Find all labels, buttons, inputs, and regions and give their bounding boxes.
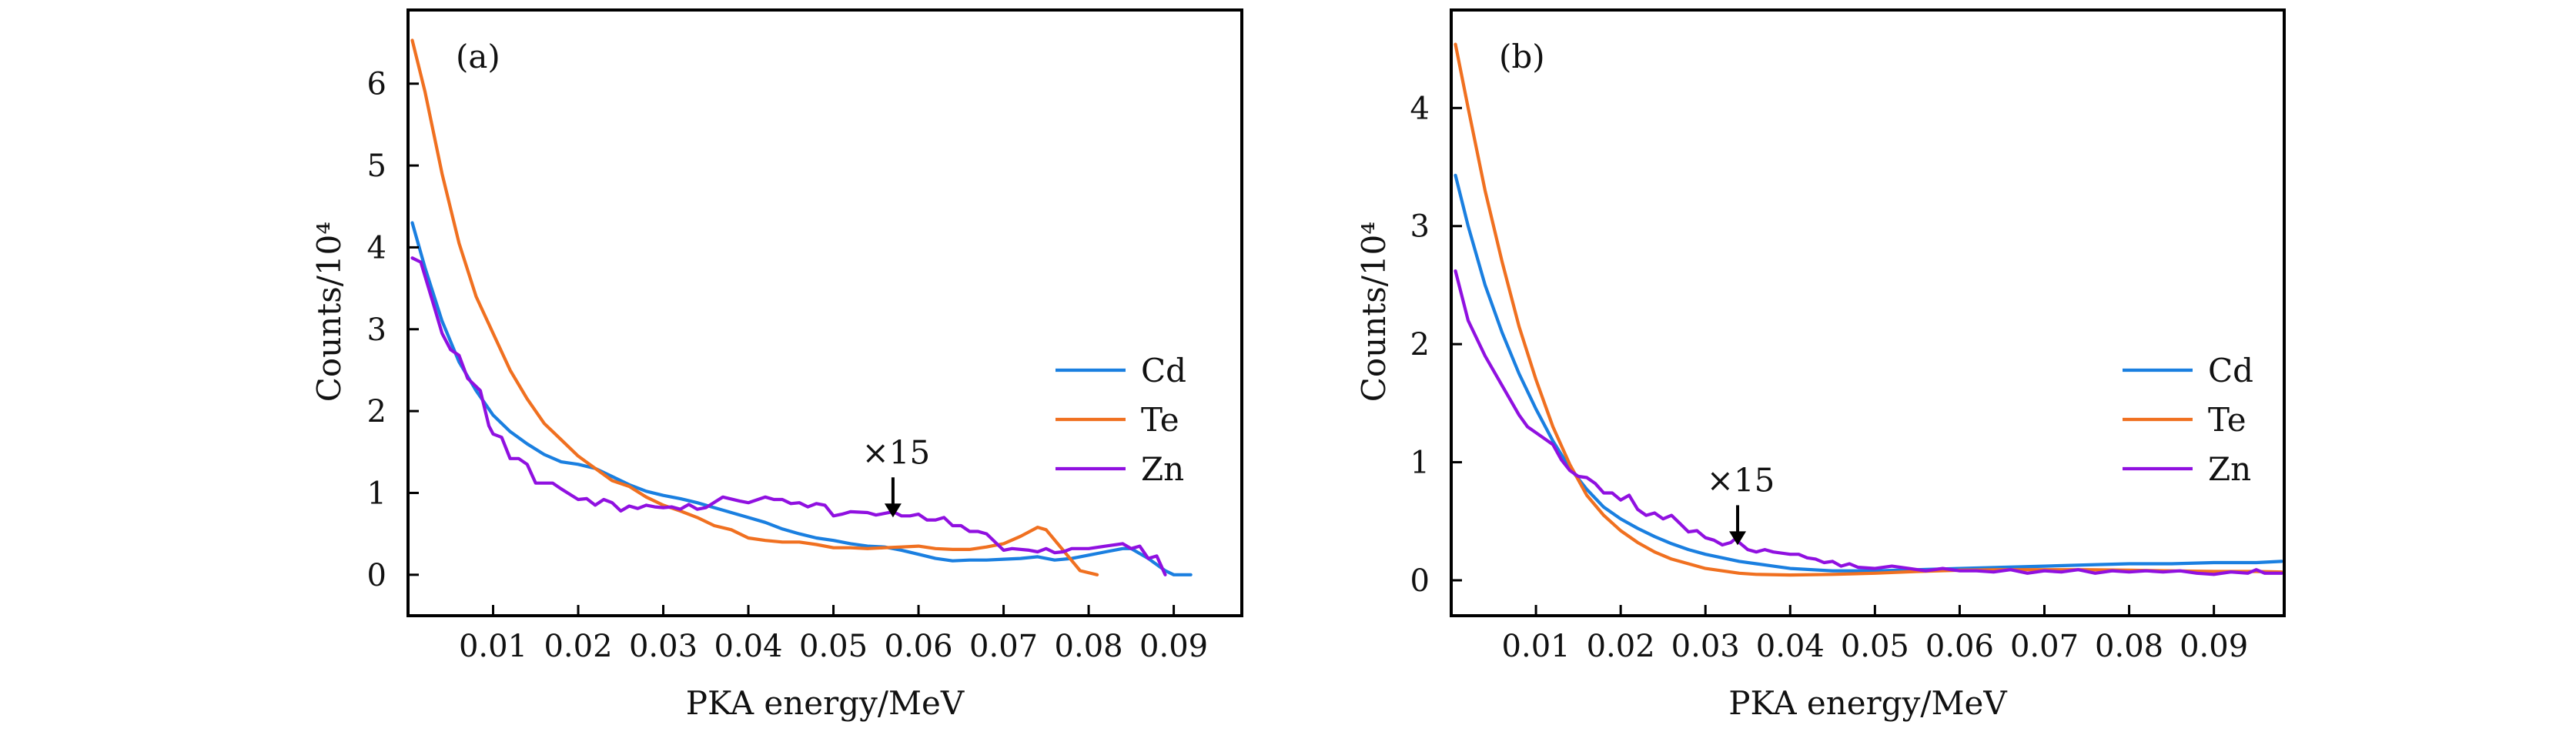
- annotation-text: ×15: [1707, 461, 1775, 499]
- x-tick-label: 0.05: [799, 629, 868, 664]
- series-group: [410, 38, 1193, 576]
- y-tick-label: 5: [367, 149, 386, 184]
- series-line-cd: [1454, 173, 2283, 573]
- legend-item-cd: Cd: [1055, 352, 1186, 389]
- x-tick-label: 0.08: [2095, 629, 2163, 664]
- legend-label: Te: [1141, 401, 1179, 439]
- panel-label: (b): [1499, 38, 1545, 75]
- legend-label: Cd: [1141, 352, 1186, 389]
- y-axis-label: Counts/10⁴: [1355, 222, 1393, 402]
- y-tick-label: 0: [1410, 563, 1430, 599]
- legend: Cd Te Zn: [2123, 352, 2253, 488]
- legend-item-cd: Cd: [2123, 352, 2253, 389]
- panel-label: (a): [456, 38, 500, 75]
- legend-item-te: Te: [1055, 401, 1179, 439]
- y-axis-label: Counts/10⁴: [310, 222, 348, 402]
- x-tick-label: 0.09: [1139, 629, 1208, 664]
- y-tick-label: 4: [1410, 91, 1430, 126]
- series-line-zn: [1454, 269, 2283, 576]
- x-tick-label: 0.05: [1841, 629, 1909, 664]
- x-axis-label: PKA energy/MeV: [1728, 684, 2007, 722]
- annotation: ×15: [1707, 461, 1775, 546]
- series-line-te: [410, 38, 1099, 576]
- legend-label: Zn: [1141, 450, 1184, 488]
- y-tick-label: 0: [367, 558, 386, 593]
- x-tick-label: 0.01: [459, 629, 527, 664]
- x-tick-label: 0.02: [544, 629, 612, 664]
- x-tick-label: 0.03: [1671, 629, 1740, 664]
- plot-frame: [406, 8, 1243, 617]
- y-tick-label: 1: [1410, 446, 1430, 481]
- y-tick-label: 3: [367, 312, 386, 348]
- y-tick-label: 3: [1410, 209, 1430, 245]
- panel-a: 0.01 0.02 0.03 0.04 0.05 0.06 0.07 0.08 0.09 0 1 2 3…: [310, 8, 1243, 722]
- plot-frame: [1450, 8, 2286, 617]
- x-axis-label: PKA energy/MeV: [686, 684, 965, 722]
- x-tick-label: 0.08: [1055, 629, 1123, 664]
- y-tick-label: 6: [367, 67, 386, 102]
- x-tick-label: 0.07: [969, 629, 1038, 664]
- legend-item-te: Te: [2123, 401, 2246, 439]
- series-line-zn: [410, 256, 1167, 576]
- x-tick-label: 0.06: [1925, 629, 1994, 664]
- legend: Cd Te Zn: [1055, 352, 1186, 488]
- legend-label: Cd: [2208, 352, 2253, 389]
- y-tick-label: 2: [367, 394, 386, 429]
- arrow-down-icon: [1729, 531, 1747, 546]
- annotation: ×15: [862, 433, 931, 518]
- y-tick-label: 1: [367, 476, 386, 511]
- legend-label: Zn: [2208, 450, 2251, 488]
- legend-item-zn: Zn: [1055, 450, 1184, 488]
- arrow-down-icon: [884, 503, 902, 518]
- x-tick-label: 0.04: [1756, 629, 1825, 664]
- x-tick-label: 0.03: [629, 629, 698, 664]
- panel-b: 0.01 0.02 0.03 0.04 0.05 0.06 0.07 0.08 0.09 0 1 2 3…: [1355, 8, 2286, 722]
- x-tick-label: 0.09: [2180, 629, 2248, 664]
- legend-item-zn: Zn: [2123, 450, 2251, 488]
- x-tick-label: 0.04: [714, 629, 783, 664]
- legend-label: Te: [2208, 401, 2246, 439]
- y-tick-label: 2: [1410, 327, 1430, 362]
- x-tick-label: 0.01: [1502, 629, 1571, 664]
- x-tick-label: 0.02: [1587, 629, 1655, 664]
- y-tick-label: 4: [367, 230, 386, 266]
- annotation-text: ×15: [862, 433, 931, 471]
- series-line-te: [1454, 42, 2283, 577]
- series-line-cd: [410, 221, 1193, 576]
- x-tick-label: 0.06: [885, 629, 953, 664]
- x-tick-label: 0.07: [2010, 629, 2079, 664]
- series-group: [1454, 42, 2283, 577]
